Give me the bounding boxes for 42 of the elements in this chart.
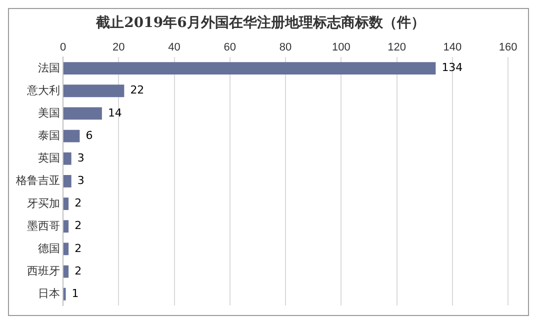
data-label: 2 [74,242,82,255]
y-tick-label: 意大利 [26,84,60,97]
data-label: 2 [74,196,82,210]
data-label: 3 [77,174,84,188]
data-label: 14 [108,106,122,120]
data-label: 2 [74,264,82,278]
data-label: 6 [86,128,93,142]
x-tick-label: 100 [332,41,350,54]
y-tick-label: 泰国 [38,130,60,142]
y-tick-label: 日本 [38,287,60,300]
bar [64,198,69,210]
y-tick-label: 美国 [38,106,60,120]
bar [64,242,69,256]
x-tick-label: 60 [224,41,236,54]
bar [64,130,80,142]
data-label: 22 [130,84,144,97]
bar [64,152,72,165]
y-tick-label: 墨西哥 [27,220,60,232]
data-label: 2 [74,219,82,232]
x-tick-label: 40 [168,41,180,54]
y-tick-label: 格鲁吉亚 [15,174,60,188]
x-tick-label: 160 [498,41,518,54]
y-tick-label: 英国 [38,152,60,165]
y-tick-label: 德国 [38,242,60,255]
y-tick-label: 西班牙 [27,264,60,278]
x-tick-label: 0 [60,41,66,54]
x-tick-label: 120 [388,41,406,54]
y-tick-label: 牙买加 [27,196,60,210]
x-tick-label: 140 [443,41,462,54]
y-tick-label: 法国 [38,61,60,74]
bar [64,62,436,74]
chart-title: 截止2019年6月外国在华注册地理标志商标数（件） [95,14,425,32]
bar [64,107,102,120]
data-label: 3 [77,151,84,164]
bar [64,220,69,233]
bar [64,84,124,98]
x-tick-label: 80 [279,41,292,54]
bar [64,174,72,188]
data-label: 134 [442,61,463,74]
x-tick-label: 20 [112,41,125,54]
bar [64,265,69,278]
data-label: 1 [72,286,79,300]
